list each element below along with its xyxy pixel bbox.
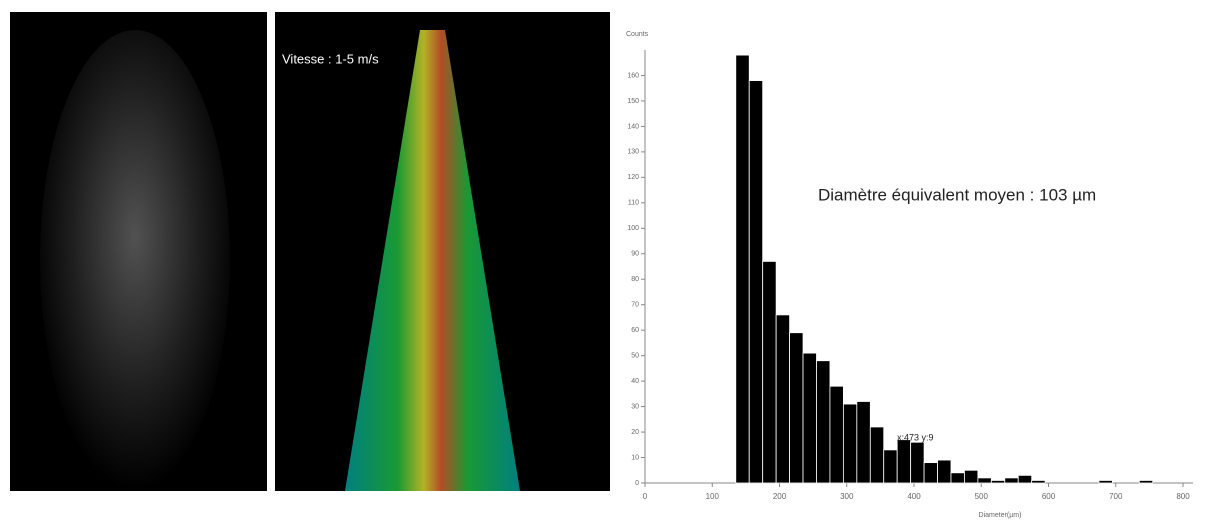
x-tick-label: 0 [643,492,648,501]
bar [1031,480,1046,484]
bar [1138,480,1154,484]
bar [802,352,817,484]
bar [950,472,965,484]
x-tick-label: 600 [1042,492,1056,501]
y-axis-title: Counts [626,31,649,38]
bar [964,469,979,484]
bar [937,459,952,484]
x-axis-title: Diameter(µm) [979,512,1022,519]
bar [829,385,844,484]
bar [842,403,858,484]
bar [762,261,777,484]
bar [856,401,871,484]
bar [775,314,790,484]
y-tick-label: 160 [627,72,639,79]
bar [1004,477,1019,484]
bar [1017,474,1033,484]
bar [883,449,898,484]
bar [789,332,804,484]
y-tick-label: 70 [631,302,639,309]
bar [977,477,992,484]
bar [923,462,938,484]
bar [816,360,831,484]
bar [990,480,1006,484]
y-tick-label: 60 [631,327,639,334]
annotation: x:473 y:9 [897,432,934,442]
bar [910,441,925,484]
y-tick-label: 90 [631,251,639,258]
y-tick-label: 40 [631,378,639,385]
bar [748,80,764,484]
y-tick-label: 20 [631,429,639,436]
y-tick-label: 130 [627,149,639,156]
histogram: 0 10 20 30 40 50 60 70 80 90 100 110 120 130 140 150 160… [626,31,1193,519]
x-tick-label: 700 [1109,492,1123,501]
y-tick-label: 50 [631,352,639,359]
y-tick-label: 120 [627,174,639,181]
photo-caption: Vitesse : 1-5 m/s [282,51,379,66]
x-tick-label: 200 [773,492,787,501]
y-tick-label: 30 [631,403,639,410]
x-tick-label: 800 [1176,492,1190,501]
y-tick-label: 0 [635,480,639,487]
bar [896,439,912,484]
x-tick-label: 100 [706,492,720,501]
y-tick-label: 100 [627,225,639,232]
spray-cloud [40,30,230,490]
bar [1098,480,1113,484]
x-tick-label: 400 [907,492,921,501]
y-tick-label: 140 [627,123,639,130]
bar [869,426,885,484]
velocity-field [345,30,520,491]
y-tick-label: 150 [627,98,639,105]
bar [735,54,750,484]
annotation: Diamètre équivalent moyen : 103 µm [818,185,1096,204]
y-tick-label: 110 [628,200,639,207]
y-tick-label: 80 [631,276,639,283]
x-tick-label: 500 [975,492,989,501]
x-tick-label: 300 [840,492,854,501]
y-tick-label: 10 [631,454,639,461]
